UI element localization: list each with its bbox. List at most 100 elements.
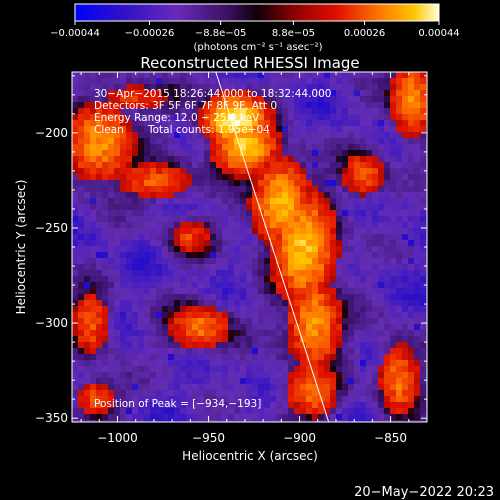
- heatmap-cell: [240, 108, 246, 114]
- heatmap-cell: [348, 402, 354, 408]
- heatmap-cell: [222, 408, 228, 414]
- heatmap-cell: [240, 72, 246, 78]
- heatmap-cell: [282, 306, 288, 312]
- heatmap-cell: [156, 150, 162, 156]
- heatmap-cell: [186, 288, 192, 294]
- heatmap-cell: [234, 198, 240, 204]
- heatmap-cell: [294, 102, 300, 108]
- heatmap-cell: [264, 198, 270, 204]
- heatmap-cell: [264, 408, 270, 414]
- heatmap-cell: [342, 420, 348, 422]
- heatmap-cell: [132, 306, 138, 312]
- heatmap-cell: [336, 330, 342, 336]
- heatmap-cell: [198, 216, 204, 222]
- heatmap-cell: [306, 156, 312, 162]
- heatmap-cell: [264, 234, 270, 240]
- heatmap-cell: [240, 126, 246, 132]
- heatmap-cell: [156, 222, 162, 228]
- heatmap-cell: [366, 156, 372, 162]
- heatmap-cell: [360, 360, 366, 366]
- heatmap-cell: [336, 396, 342, 402]
- heatmap-cell: [78, 186, 84, 192]
- heatmap-cell: [402, 84, 408, 90]
- heatmap-cell: [204, 150, 210, 156]
- heatmap-cell: [240, 234, 246, 240]
- heatmap-cell: [390, 246, 396, 252]
- heatmap-cell: [246, 420, 252, 422]
- heatmap-cell: [228, 228, 234, 234]
- heatmap-cell: [252, 294, 258, 300]
- heatmap-cell: [108, 180, 114, 186]
- heatmap-cell: [90, 168, 96, 174]
- heatmap-cell: [222, 354, 228, 360]
- heatmap-cell: [288, 240, 294, 246]
- heatmap-cell: [330, 150, 336, 156]
- heatmap-cell: [414, 144, 420, 150]
- heatmap-cell: [174, 228, 180, 234]
- heatmap-cell: [120, 210, 126, 216]
- heatmap-cell: [150, 210, 156, 216]
- heatmap-cell: [378, 300, 384, 306]
- heatmap-cell: [372, 72, 378, 78]
- heatmap-cell: [402, 360, 408, 366]
- heatmap-cell: [408, 198, 414, 204]
- heatmap-cell: [336, 300, 342, 306]
- heatmap-cell: [276, 126, 282, 132]
- heatmap-cell: [162, 144, 168, 150]
- heatmap-cell: [378, 342, 384, 348]
- heatmap-cell: [348, 180, 354, 186]
- heatmap-cell: [216, 90, 222, 96]
- heatmap-cell: [84, 318, 90, 324]
- heatmap-cell: [186, 318, 192, 324]
- heatmap-cell: [114, 186, 120, 192]
- heatmap-cell: [330, 264, 336, 270]
- heatmap-cell: [372, 258, 378, 264]
- heatmap-cell: [222, 84, 228, 90]
- heatmap-cell: [384, 228, 390, 234]
- heatmap-cell: [162, 168, 168, 174]
- heatmap-cell: [372, 420, 378, 422]
- heatmap-cell: [324, 312, 330, 318]
- heatmap-cell: [84, 282, 90, 288]
- heatmap-cell: [282, 294, 288, 300]
- heatmap-cell: [72, 192, 78, 198]
- heatmap-cell: [216, 156, 222, 162]
- heatmap-cell: [120, 228, 126, 234]
- heatmap-cell: [288, 138, 294, 144]
- heatmap-cell: [108, 270, 114, 276]
- heatmap-cell: [354, 324, 360, 330]
- heatmap-cell: [186, 84, 192, 90]
- heatmap-cell: [258, 306, 264, 312]
- heatmap-cell: [408, 408, 414, 414]
- heatmap-cell: [222, 258, 228, 264]
- heatmap-cell: [126, 240, 132, 246]
- heatmap-cell: [348, 252, 354, 258]
- heatmap-cell: [324, 72, 330, 78]
- heatmap-cell: [216, 126, 222, 132]
- heatmap-cell: [324, 366, 330, 372]
- heatmap-cell: [204, 276, 210, 282]
- heatmap-cell: [276, 294, 282, 300]
- heatmap-cell: [228, 318, 234, 324]
- heatmap-cell: [390, 372, 396, 378]
- heatmap-cell: [132, 192, 138, 198]
- heatmap-cell: [180, 84, 186, 90]
- heatmap-cell: [300, 264, 306, 270]
- heatmap-cell: [390, 78, 396, 84]
- heatmap-cell: [228, 78, 234, 84]
- heatmap-cell: [162, 348, 168, 354]
- heatmap-cell: [282, 252, 288, 258]
- heatmap-cell: [108, 312, 114, 318]
- heatmap-cell: [126, 174, 132, 180]
- heatmap-cell: [186, 156, 192, 162]
- heatmap-cell: [270, 162, 276, 168]
- heatmap-cell: [210, 72, 216, 78]
- heatmap-cell: [348, 156, 354, 162]
- heatmap-cell: [408, 372, 414, 378]
- heatmap-cell: [222, 240, 228, 246]
- heatmap-cell: [186, 372, 192, 378]
- heatmap-cell: [132, 216, 138, 222]
- heatmap-cell: [210, 342, 216, 348]
- heatmap-cell: [72, 366, 78, 372]
- heatmap-cell: [414, 408, 420, 414]
